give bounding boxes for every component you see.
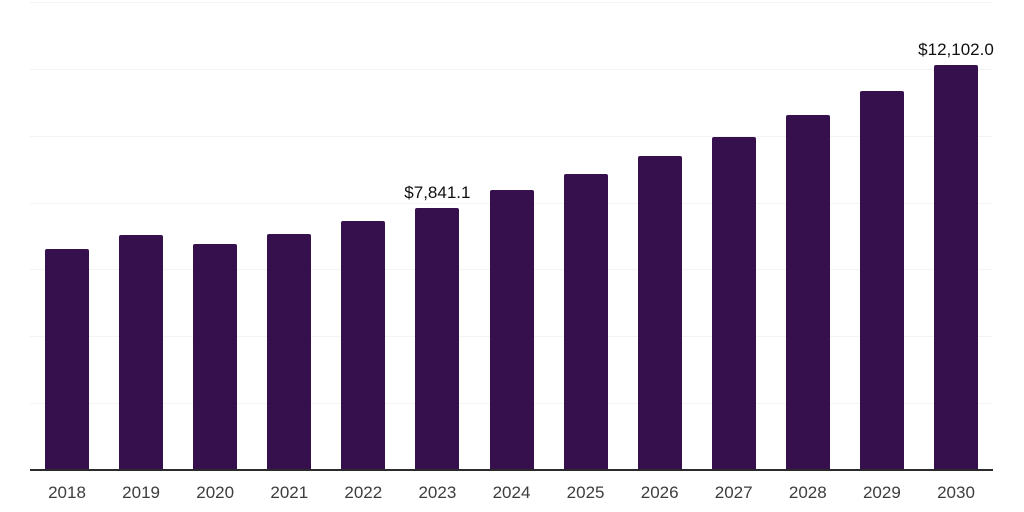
bar-2020 xyxy=(193,244,238,470)
x-tick-2024: 2024 xyxy=(492,483,531,502)
x-tick-2023: 2023 xyxy=(418,483,457,502)
bar-2021 xyxy=(267,233,312,470)
bar-2029 xyxy=(859,90,904,470)
bar-2028 xyxy=(785,115,830,470)
bar-value-label-2030: $12,102.0 xyxy=(918,40,994,60)
x-tick-2029: 2029 xyxy=(862,483,901,502)
bar-2027 xyxy=(711,137,756,470)
gridline xyxy=(30,2,993,3)
x-tick-2021: 2021 xyxy=(270,483,309,502)
bar-2024 xyxy=(489,190,534,470)
x-tick-2019: 2019 xyxy=(122,483,161,502)
x-tick-2020: 2020 xyxy=(196,483,235,502)
x-tick-2030: 2030 xyxy=(937,483,975,502)
x-tick-2022: 2022 xyxy=(344,483,383,502)
x-tick-2026: 2026 xyxy=(640,483,679,502)
gridline xyxy=(30,69,993,70)
x-tick-2018: 2018 xyxy=(48,483,86,502)
x-tick-2025: 2025 xyxy=(566,483,605,502)
bar-2023 xyxy=(415,207,460,470)
x-axis-line xyxy=(30,469,993,471)
bar-2019 xyxy=(119,235,164,470)
gridline xyxy=(30,136,993,137)
bar-2030 xyxy=(934,65,978,470)
x-tick-2028: 2028 xyxy=(788,483,827,502)
bar-2026 xyxy=(637,156,682,470)
bar-value-label-2023: $7,841.1 xyxy=(404,182,471,202)
bar-2022 xyxy=(341,220,386,470)
bar-2025 xyxy=(563,173,608,470)
x-tick-2027: 2027 xyxy=(714,483,753,502)
bar-2018 xyxy=(45,248,89,470)
